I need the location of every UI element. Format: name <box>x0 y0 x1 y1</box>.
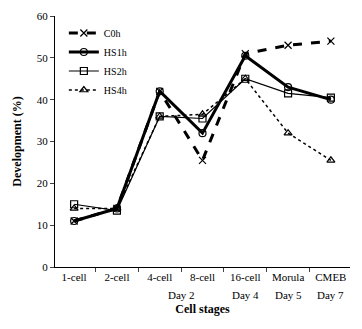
svg-text:HS2h: HS2h <box>104 66 127 77</box>
svg-text:30: 30 <box>37 135 49 147</box>
svg-text:0: 0 <box>42 261 48 273</box>
svg-text:Development (%): Development (%) <box>10 96 24 186</box>
svg-text:Morula: Morula <box>272 271 305 283</box>
svg-text:1-cell: 1-cell <box>62 271 87 283</box>
svg-text:HS4h: HS4h <box>104 85 127 96</box>
svg-text:60: 60 <box>37 10 49 22</box>
svg-text:50: 50 <box>37 52 49 64</box>
svg-text:CMEB: CMEB <box>315 271 346 283</box>
svg-text:16-cell: 16-cell <box>230 271 261 283</box>
svg-text:10: 10 <box>37 219 49 231</box>
svg-text:40: 40 <box>37 94 49 106</box>
svg-text:Day 2: Day 2 <box>168 289 195 301</box>
svg-text:Cell stages: Cell stages <box>175 302 230 316</box>
svg-text:Day 4: Day 4 <box>232 289 259 301</box>
svg-text:Day 7: Day 7 <box>317 289 344 301</box>
svg-text:8-cell: 8-cell <box>190 271 215 283</box>
svg-text:20: 20 <box>37 177 49 189</box>
svg-text:HS1h: HS1h <box>104 47 127 58</box>
svg-text:2-cell: 2-cell <box>104 271 129 283</box>
svg-text:4-cell: 4-cell <box>147 271 172 283</box>
svg-text:Day 5: Day 5 <box>275 289 302 301</box>
svg-text:C0h: C0h <box>104 28 121 39</box>
